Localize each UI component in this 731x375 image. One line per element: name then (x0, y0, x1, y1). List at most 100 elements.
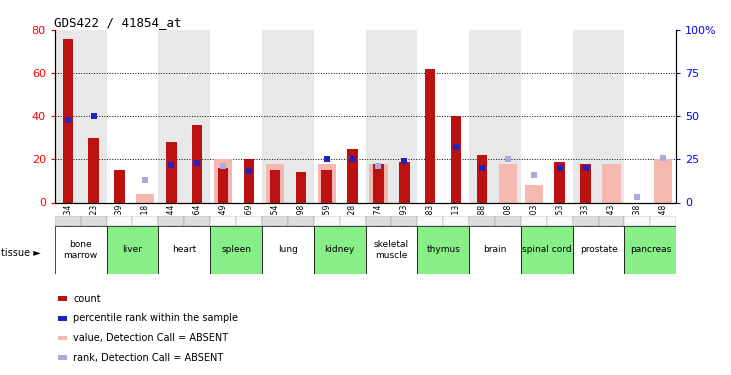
Bar (159, 216, 184, 226)
Text: heart: heart (172, 245, 197, 254)
Bar (114, 170, 125, 202)
Bar (580, 164, 591, 202)
Bar (654, 159, 673, 202)
Bar (137, 194, 154, 202)
Bar (347, 148, 357, 202)
Bar (572, 226, 624, 274)
Bar (132, 216, 159, 226)
Bar (366, 226, 417, 274)
Bar (159, 226, 211, 274)
Bar (211, 216, 236, 226)
Bar (499, 164, 517, 202)
Bar (295, 172, 306, 202)
Bar (521, 226, 572, 274)
Bar (166, 142, 176, 202)
Bar (218, 168, 228, 202)
Text: skeletal
muscle: skeletal muscle (374, 240, 409, 260)
Bar (211, 226, 262, 274)
Bar (288, 216, 314, 226)
Bar (399, 162, 409, 202)
Bar (443, 216, 469, 226)
Bar (469, 30, 520, 202)
Bar (88, 138, 99, 202)
Bar (366, 216, 391, 226)
Bar (314, 30, 366, 202)
Bar (495, 216, 520, 226)
Bar (602, 164, 621, 202)
Bar (244, 159, 254, 202)
Text: spleen: spleen (221, 245, 251, 254)
Bar (218, 168, 228, 202)
Bar (266, 164, 284, 202)
Bar (107, 226, 159, 274)
Bar (374, 164, 384, 202)
Bar (624, 226, 676, 274)
Bar (107, 30, 159, 202)
Bar (262, 226, 314, 274)
Text: lung: lung (278, 245, 298, 254)
Bar (369, 164, 387, 202)
Bar (55, 226, 107, 274)
Bar (340, 216, 366, 226)
Bar (624, 30, 676, 202)
Bar (555, 162, 565, 202)
Bar (214, 159, 232, 202)
Bar (399, 162, 409, 202)
Bar (580, 164, 591, 202)
Bar (262, 216, 288, 226)
Text: tissue ►: tissue ► (1, 248, 41, 258)
Bar (572, 30, 624, 202)
Bar (314, 216, 340, 226)
Bar (477, 155, 487, 203)
Bar (184, 216, 211, 226)
Bar (469, 226, 520, 274)
Bar (55, 216, 80, 226)
Bar (602, 164, 621, 202)
Bar (624, 216, 651, 226)
Bar (317, 164, 336, 202)
Bar (63, 39, 73, 203)
Bar (525, 185, 543, 202)
Bar (654, 159, 673, 202)
Bar (469, 216, 495, 226)
Text: thymus: thymus (426, 245, 460, 254)
Bar (425, 69, 436, 203)
Bar (244, 159, 254, 202)
Bar (417, 216, 443, 226)
Bar (477, 155, 487, 203)
Bar (417, 30, 469, 202)
Text: GDS422 / 41854_at: GDS422 / 41854_at (54, 16, 182, 29)
Bar (80, 216, 107, 226)
Bar (547, 216, 572, 226)
Bar (192, 125, 202, 202)
Bar (159, 30, 210, 202)
Text: value, Detection Call = ABSENT: value, Detection Call = ABSENT (73, 333, 228, 343)
Bar (88, 138, 99, 202)
Text: rank, Detection Call = ABSENT: rank, Detection Call = ABSENT (73, 352, 224, 363)
Bar (525, 185, 543, 202)
Bar (451, 116, 461, 202)
Bar (270, 170, 280, 202)
Text: bone
marrow: bone marrow (64, 240, 98, 260)
Bar (266, 164, 284, 202)
Bar (347, 148, 357, 202)
Bar (55, 30, 107, 202)
Bar (63, 39, 73, 203)
Bar (214, 159, 232, 202)
Bar (572, 216, 599, 226)
Bar (262, 30, 314, 202)
Bar (314, 226, 366, 274)
Text: kidney: kidney (325, 245, 355, 254)
Bar (166, 142, 176, 202)
Text: percentile rank within the sample: percentile rank within the sample (73, 313, 238, 323)
Bar (451, 116, 461, 202)
Text: prostate: prostate (580, 245, 618, 254)
Bar (520, 30, 572, 202)
Bar (521, 216, 547, 226)
Bar (366, 30, 417, 202)
Bar (651, 216, 676, 226)
Bar (555, 162, 565, 202)
Bar (425, 69, 436, 203)
Bar (369, 164, 387, 202)
Bar (374, 164, 384, 202)
